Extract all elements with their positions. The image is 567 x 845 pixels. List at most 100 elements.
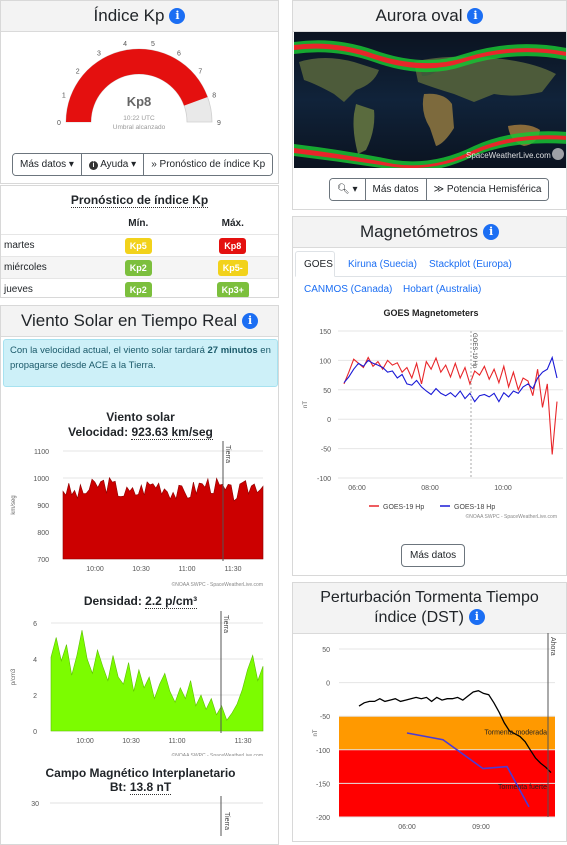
density-ytick: 2 <box>33 693 37 700</box>
dst-ytick: -50 <box>320 714 330 721</box>
gauge-fill <box>65 48 208 123</box>
dst-card: Perturbación Tormenta Tiempo índice (DST… <box>292 582 567 842</box>
density-xtick: 11:00 <box>169 738 186 745</box>
info-icon[interactable]: i <box>242 313 259 329</box>
aurora-map[interactable]: SpaceWeatherLive.com <box>294 32 567 168</box>
caret-down-icon: ▾ <box>131 159 137 170</box>
hemispheric-power-button[interactable]: ≫ Potencia Hemisférica <box>426 179 549 200</box>
dst-title: Perturbación Tormenta Tiempo índice (DST… <box>320 589 539 626</box>
forecast-min-cell: Kp5 <box>91 237 186 254</box>
dst-ytick: -100 <box>316 748 330 755</box>
speed-xtick: 10:00 <box>86 566 104 573</box>
speed-marker-label: Tierra <box>224 445 231 463</box>
gauge-tick-label: 0 <box>57 120 61 127</box>
density-label: Densidad: <box>83 594 146 608</box>
kp-gauge: 0 1 2 3 4 5 6 7 8 9 Kp8 10:22 UTC Umbral alcanzad… <box>57 41 221 131</box>
magnetometers-card: Magnetómetros i GOES Kiruna (Suecia) Stac… <box>292 216 567 576</box>
kp-max-badge: Kp8 <box>219 237 247 254</box>
kp-time: 10:22 UTC <box>123 115 155 122</box>
density-xtick: 11:30 <box>235 738 252 745</box>
density-area <box>50 630 264 732</box>
solar-wind-card: Viento Solar en Tiempo Real i Con la velo… <box>0 305 279 845</box>
density-heading: Densidad: 2.2 p/cm³ <box>1 594 278 609</box>
kp-forecast-button[interactable]: » Pronóstico de índice Kp <box>144 154 273 175</box>
forecast-day: jueves <box>4 284 33 295</box>
aurora-more-button[interactable]: Más datos <box>365 179 427 200</box>
magnetometers-header: Magnetómetros i <box>293 217 566 248</box>
density-marker-label: Tierra <box>222 615 229 633</box>
info-circle-icon: i <box>88 161 98 170</box>
goes18-series-line <box>343 355 558 403</box>
magnetometers-more-button[interactable]: Más datos <box>401 544 466 567</box>
forecast-min-cell: Kp2 <box>91 259 186 276</box>
speed-ylabel: km/seg <box>11 495 17 514</box>
goes-credit: ©NOAA SWPC - SpaceWeatherLive.com <box>466 513 557 520</box>
dst-chart: 50 0 -50 -100 -150 -200 nT Tormenta moderada Tor… <box>313 633 556 831</box>
forecast-header-row: Mín. Máx. <box>1 213 278 235</box>
info-icon[interactable]: i <box>467 8 484 24</box>
gauge-tick-label: 8 <box>212 93 216 100</box>
bt-chart: 30 Tierra <box>31 796 263 836</box>
speed-ytick: 900 <box>37 503 49 510</box>
gauge-tick-label: 9 <box>217 120 221 127</box>
tab-stackplot[interactable]: Stackplot (Europa) <box>429 259 512 270</box>
kp-min-badge: Kp5 <box>124 237 152 254</box>
forecast-max-cell: Kp5- <box>186 259 279 276</box>
info-icon[interactable]: i <box>169 8 186 24</box>
dst-marker-label: Ahora <box>549 637 556 656</box>
kp-min-badge: Kp2 <box>124 259 152 276</box>
dst-ytick: 50 <box>322 647 330 654</box>
forecast-max-cell: Kp8 <box>186 237 279 254</box>
kp-forecast-card: Pronóstico de índice Kp Mín. Máx. martes… <box>0 185 279 298</box>
goes-ytick: 150 <box>319 329 331 336</box>
forecast-rows: martes Kp5 Kp8 miércoles Kp2 Kp5- jueves Kp2 Kp3… <box>1 235 279 297</box>
tab-goes[interactable]: GOES <box>304 259 333 270</box>
forecast-min-cell: Kp2 <box>91 281 186 297</box>
tab-kiruna[interactable]: Kiruna (Suecia) <box>348 259 417 270</box>
aurora-watermark: SpaceWeatherLive.com <box>466 151 551 160</box>
bt-readout: Bt: 13.8 nT <box>1 780 278 795</box>
forecast-max-cell: Kp3+ <box>186 281 279 297</box>
dst-header: Perturbación Tormenta Tiempo índice (DST… <box>293 583 566 634</box>
speed-chart: 1100 1000 900 800 700 km/seg 10:00 10:30 11:00 11… <box>11 441 264 588</box>
speed-ytick: 800 <box>37 530 49 537</box>
tab-hobart[interactable]: Hobart (Australia) <box>403 284 482 295</box>
aurora-header: Aurora oval i <box>293 1 566 32</box>
forecast-title-wrap: Pronóstico de índice Kp <box>1 193 278 208</box>
speed-area <box>62 476 264 560</box>
density-xtick: 10:00 <box>76 738 94 745</box>
magnetometer-tabs: GOES Kiruna (Suecia) Stackplot (Europa) … <box>293 249 566 305</box>
goes-chart: GOES Magnetometers 150 100 50 0 -50 -100 nT GOES… <box>303 308 563 520</box>
imf-title: Campo Magnético Interplanetario <box>45 766 236 780</box>
alert-propagation-time: 27 minutos <box>207 345 258 356</box>
dst-ylabel: nT <box>313 729 319 736</box>
gauge-tick-label: 4 <box>123 41 127 48</box>
tab-canmos[interactable]: CANMOS (Canada) <box>304 284 393 295</box>
forecast-row: miércoles Kp2 Kp5- <box>1 257 279 279</box>
kp-value-label: Kp8 <box>127 94 152 109</box>
speed-title: Viento solar <box>106 410 175 424</box>
caret-down-icon: ▾ <box>352 184 358 195</box>
kp-status: Umbral alcanzado <box>113 124 166 131</box>
hemispheric-power-label: Potencia Hemisférica <box>446 184 542 195</box>
density-ytick: 4 <box>33 657 37 664</box>
caret-down-icon: ▾ <box>68 159 74 170</box>
speed-ytick: 1000 <box>33 476 49 483</box>
gauge-tick-label: 7 <box>198 69 202 76</box>
aurora-more-label: Más datos <box>372 184 419 195</box>
goes-marker-label: GOES-19 Hp <box>471 333 477 369</box>
alert-text-suffix: en propagarse desde ACE a la Tierra. <box>10 345 271 371</box>
speed-value: 923.63 km/seg <box>131 425 213 440</box>
aurora-north-band <box>294 40 566 73</box>
zoom-button[interactable]: 🔍︎ ▾ <box>330 179 366 200</box>
dst-forecast-line <box>406 732 530 808</box>
help-button[interactable]: i Ayuda ▾ <box>81 154 145 175</box>
aurora-south-core <box>294 135 566 168</box>
goes-ytick: -50 <box>321 447 331 454</box>
more-data-button[interactable]: Más datos ▾ <box>13 154 82 175</box>
info-icon[interactable]: i <box>483 224 500 240</box>
info-icon[interactable]: i <box>468 609 485 625</box>
goes-xtick: 10:00 <box>494 485 512 492</box>
kp-button-group: Más datos ▾ i Ayuda ▾ » Pronóstico de ín… <box>12 153 274 176</box>
